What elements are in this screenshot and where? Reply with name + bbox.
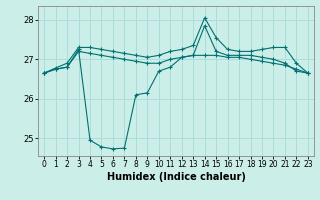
- X-axis label: Humidex (Indice chaleur): Humidex (Indice chaleur): [107, 172, 245, 182]
